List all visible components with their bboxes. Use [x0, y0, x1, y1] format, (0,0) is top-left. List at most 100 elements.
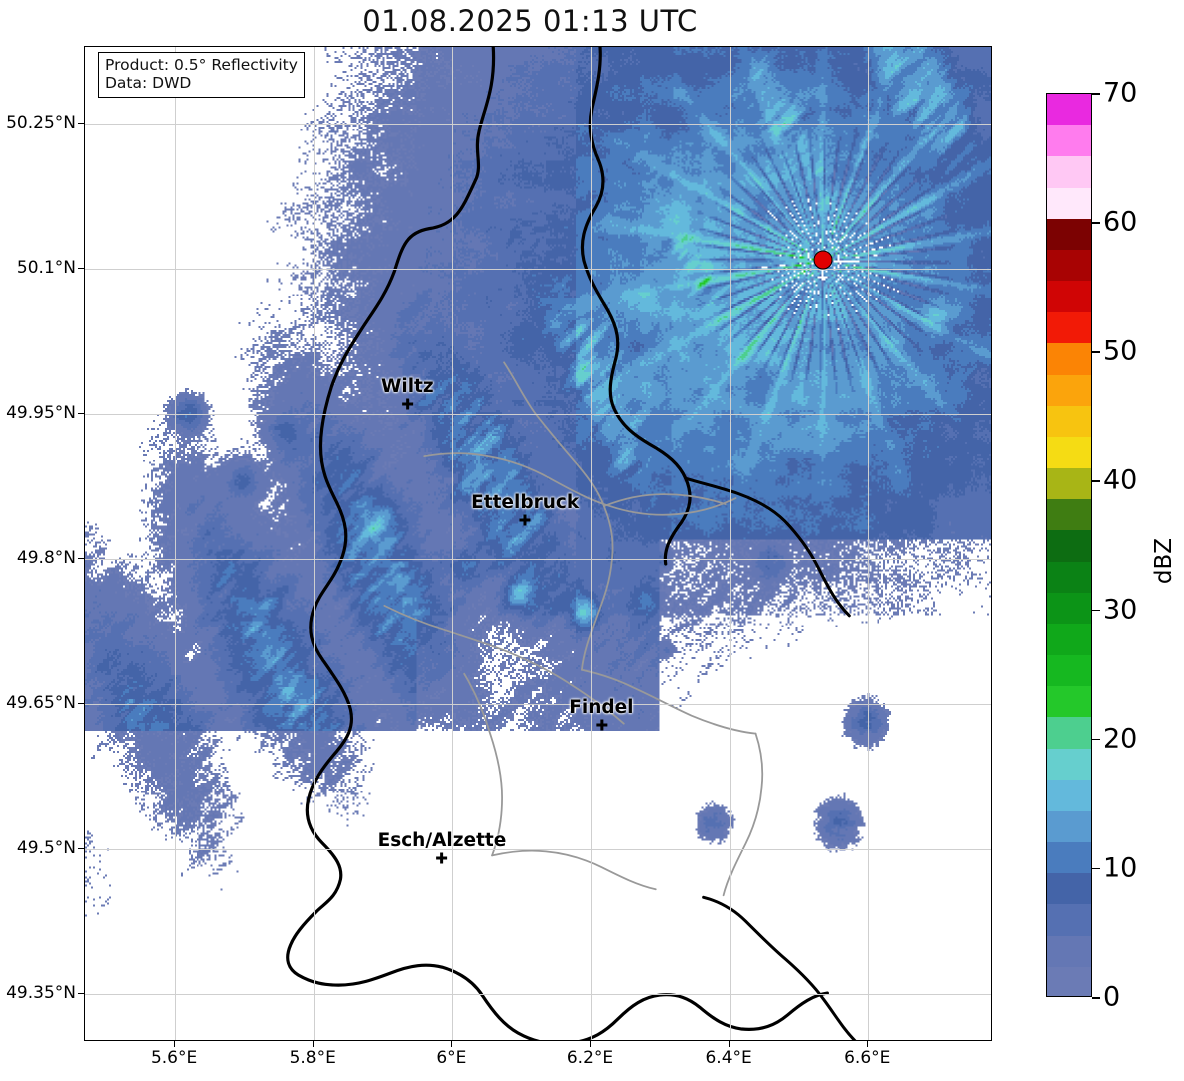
y-tick	[78, 413, 84, 415]
colorbar-band	[1047, 94, 1091, 126]
y-tick	[78, 992, 84, 994]
y-tick	[78, 268, 84, 270]
colorbar-band	[1047, 810, 1091, 843]
colorbar-band	[1047, 156, 1091, 188]
colorbar-tick	[1092, 222, 1100, 224]
radar-reflectivity-layer	[85, 47, 991, 1040]
colorbar-tick	[1092, 997, 1100, 999]
y-tick	[78, 702, 84, 704]
x-tick	[589, 1041, 591, 1047]
x-axis-tick-label: 6.6°E	[844, 1048, 891, 1068]
x-tick	[174, 1041, 176, 1047]
y-axis-tick-label: 49.35°N	[6, 982, 76, 1003]
x-axis-tick-label: 5.8°E	[289, 1048, 336, 1068]
gridline-horizontal	[85, 558, 991, 560]
colorbar-band	[1047, 436, 1091, 469]
colorbar-band	[1047, 312, 1091, 344]
gridline-vertical	[175, 47, 177, 1040]
gridline-horizontal	[85, 848, 991, 850]
colorbar-band	[1047, 966, 1091, 996]
colorbar-tick-label: 20	[1103, 723, 1138, 755]
radar-plot-area[interactable]: Wiltz Ettelbruck Findel Esch/Alzette	[84, 46, 992, 1041]
gridline-vertical	[452, 47, 454, 1040]
product-label: Product: 0.5° Reflectivity	[105, 56, 298, 74]
gridline-horizontal	[85, 703, 991, 705]
gridline-vertical	[313, 47, 315, 1040]
y-axis-tick-label: 49.8°N	[16, 547, 76, 568]
internal-border	[383, 604, 625, 725]
colorbar-band	[1047, 218, 1091, 250]
x-axis-tick-label: 6°E	[436, 1048, 467, 1068]
y-tick	[78, 847, 84, 849]
gridline-horizontal	[85, 124, 991, 126]
city-label-esch-alzette: Esch/Alzette	[378, 830, 507, 865]
y-axis-tick-label: 49.5°N	[16, 837, 76, 858]
colorbar-band	[1047, 779, 1091, 811]
colorbar-band	[1047, 904, 1091, 936]
city-name: Ettelbruck	[471, 491, 580, 513]
colorbar-tick	[1092, 867, 1100, 870]
gridline-horizontal	[85, 269, 991, 271]
colorbar-title: dBZ	[1151, 537, 1178, 585]
colorbar-tick	[1092, 609, 1100, 612]
colorbar-band	[1047, 499, 1091, 531]
product-info-box: Product: 0.5° Reflectivity Data: DWD	[98, 52, 305, 98]
data-source-label: Data: DWD	[105, 74, 192, 93]
y-tick	[78, 123, 84, 125]
y-tick	[78, 557, 84, 559]
city-label-findel: Findel	[569, 697, 633, 732]
internal-border	[463, 672, 503, 857]
colorbar-band	[1047, 686, 1091, 718]
city-name: Findel	[569, 697, 634, 719]
colorbar-tick	[1092, 738, 1100, 741]
national-border	[684, 476, 851, 618]
colorbar-band	[1047, 748, 1091, 780]
city-name: Wiltz	[380, 375, 434, 397]
radar-site-marker[interactable]	[813, 250, 833, 270]
colorbar-tick-label: 60	[1103, 206, 1138, 238]
x-tick	[728, 1041, 730, 1047]
internal-border	[602, 493, 727, 507]
x-tick	[867, 1041, 869, 1047]
colorbar-band	[1047, 592, 1091, 624]
colorbar-band	[1047, 374, 1091, 406]
y-axis-tick-label: 50.25°N	[6, 113, 76, 134]
x-tick	[451, 1041, 453, 1047]
colorbar-tick-label: 10	[1103, 852, 1138, 884]
gridline-vertical	[868, 47, 870, 1040]
colorbar-band	[1047, 468, 1091, 500]
national-border	[580, 47, 692, 566]
map-vector-overlay	[286, 47, 857, 1040]
colorbar[interactable]	[1046, 93, 1092, 997]
city-label-wiltz: Wiltz	[381, 376, 434, 411]
colorbar-tick	[1092, 351, 1100, 353]
x-axis-tick-label: 6.2°E	[566, 1048, 614, 1068]
colorbar-tick-label: 70	[1103, 77, 1138, 109]
gridline-vertical	[590, 47, 592, 1040]
national-border	[286, 47, 829, 1040]
internal-border	[722, 732, 764, 897]
internal-border	[491, 849, 657, 891]
city-cross-marker	[471, 513, 579, 527]
x-axis-tick-label: 5.6°E	[150, 1048, 198, 1068]
gridline-horizontal	[85, 414, 991, 416]
colorbar-tick-label: 40	[1103, 464, 1138, 496]
y-axis-tick-label: 49.95°N	[6, 403, 76, 424]
colorbar-band	[1047, 249, 1091, 282]
city-name: Esch/Alzette	[377, 829, 507, 851]
colorbar-tick-label: 0	[1103, 981, 1121, 1013]
colorbar-band	[1047, 561, 1091, 593]
colorbar-band	[1047, 842, 1091, 874]
colorbar-band	[1047, 125, 1091, 157]
national-border	[702, 895, 857, 1040]
x-axis-tick-label: 6.4°E	[705, 1048, 752, 1068]
colorbar-band	[1047, 873, 1091, 905]
colorbar-band	[1047, 623, 1091, 656]
colorbar-band	[1047, 935, 1091, 967]
colorbar-tick	[1092, 480, 1100, 483]
colorbar-tick-label: 30	[1103, 594, 1138, 626]
x-tick	[312, 1041, 314, 1047]
colorbar-band	[1047, 187, 1091, 219]
gridline-vertical	[729, 47, 731, 1040]
